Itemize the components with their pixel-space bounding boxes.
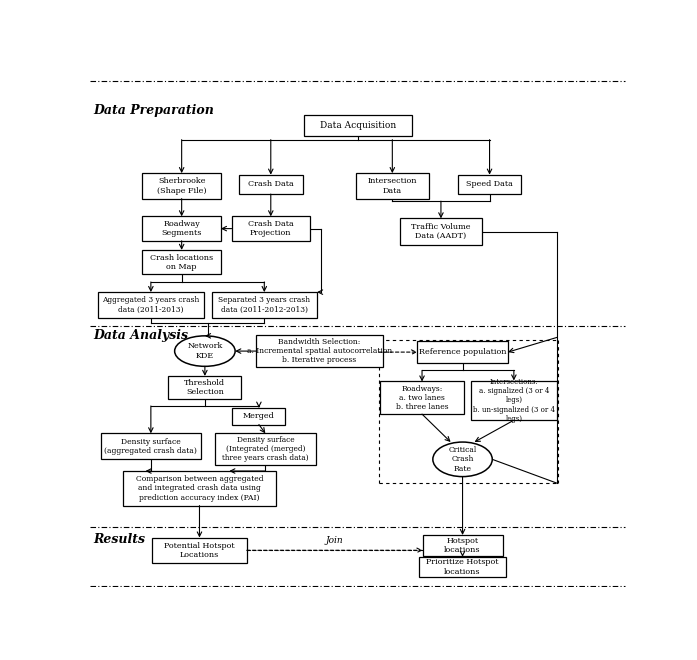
FancyBboxPatch shape bbox=[123, 471, 277, 506]
FancyBboxPatch shape bbox=[418, 341, 508, 363]
FancyBboxPatch shape bbox=[98, 292, 204, 317]
Text: Sherbrooke
(Shape File): Sherbrooke (Shape File) bbox=[157, 178, 206, 195]
FancyBboxPatch shape bbox=[470, 381, 557, 420]
FancyBboxPatch shape bbox=[101, 434, 201, 459]
FancyBboxPatch shape bbox=[356, 173, 429, 199]
Text: Join: Join bbox=[326, 536, 344, 545]
FancyBboxPatch shape bbox=[232, 408, 285, 424]
Text: Separated 3 years crash
data (2011-2012-2013): Separated 3 years crash data (2011-2012-… bbox=[218, 296, 310, 314]
Text: Data Preparation: Data Preparation bbox=[93, 104, 215, 117]
FancyBboxPatch shape bbox=[239, 175, 302, 194]
Text: Data Acquisition: Data Acquisition bbox=[320, 121, 397, 130]
Text: Critical
Crash
Rate: Critical Crash Rate bbox=[448, 446, 477, 473]
FancyBboxPatch shape bbox=[420, 557, 506, 578]
FancyBboxPatch shape bbox=[231, 216, 310, 241]
FancyBboxPatch shape bbox=[142, 173, 221, 199]
FancyBboxPatch shape bbox=[458, 175, 521, 194]
Text: Intersection
Data: Intersection Data bbox=[367, 178, 417, 195]
Text: Traffic Volume
Data (AADT): Traffic Volume Data (AADT) bbox=[411, 223, 470, 240]
FancyBboxPatch shape bbox=[142, 250, 221, 275]
Text: Comparison between aggregated
and integrated crash data using
prediction accurac: Comparison between aggregated and integr… bbox=[136, 475, 263, 502]
FancyBboxPatch shape bbox=[152, 538, 247, 563]
FancyBboxPatch shape bbox=[305, 115, 413, 135]
Text: Density surface
(Integrated (merged)
three years crash data): Density surface (Integrated (merged) thr… bbox=[222, 436, 309, 463]
Text: Roadway
Segments: Roadway Segments bbox=[162, 220, 202, 237]
FancyBboxPatch shape bbox=[422, 535, 503, 556]
Text: Bandwidth Selection:
a. Incremental spatial autocorrelation
b. Iterative process: Bandwidth Selection: a. Incremental spat… bbox=[247, 338, 392, 364]
Text: Aggregated 3 years crash
data (2011-2013): Aggregated 3 years crash data (2011-2013… bbox=[102, 296, 199, 314]
Ellipse shape bbox=[175, 336, 235, 366]
Text: Crash locations
on Map: Crash locations on Map bbox=[150, 253, 213, 271]
Text: Data Analysis: Data Analysis bbox=[93, 329, 189, 343]
Ellipse shape bbox=[433, 442, 492, 477]
Text: Density surface
(aggregated crash data): Density surface (aggregated crash data) bbox=[105, 438, 197, 455]
FancyBboxPatch shape bbox=[380, 381, 464, 414]
Text: Hotspot
locations: Hotspot locations bbox=[444, 537, 481, 554]
Text: Intersections:
a. signalized (3 or 4
legs)
b. un-signalized (3 or 4
legs): Intersections: a. signalized (3 or 4 leg… bbox=[473, 378, 555, 423]
Text: Reference population: Reference population bbox=[419, 348, 506, 356]
Text: Prioritize Hotspot
locations: Prioritize Hotspot locations bbox=[427, 558, 499, 576]
Text: Speed Data: Speed Data bbox=[466, 180, 513, 188]
Text: Crash Data
Projection: Crash Data Projection bbox=[248, 220, 293, 237]
Text: Roadways:
a. two lanes
b. three lanes: Roadways: a. two lanes b. three lanes bbox=[396, 385, 448, 411]
Text: Threshold
Selection: Threshold Selection bbox=[185, 379, 225, 396]
Text: Merged: Merged bbox=[243, 412, 275, 420]
FancyBboxPatch shape bbox=[169, 376, 241, 399]
Text: Results: Results bbox=[93, 533, 146, 546]
FancyBboxPatch shape bbox=[142, 216, 221, 241]
FancyBboxPatch shape bbox=[256, 335, 383, 367]
FancyBboxPatch shape bbox=[400, 218, 482, 245]
FancyBboxPatch shape bbox=[212, 292, 317, 317]
Text: Crash Data: Crash Data bbox=[248, 180, 293, 188]
Text: Potential Hotspot
Locations: Potential Hotspot Locations bbox=[164, 542, 235, 559]
Text: Network
KDE: Network KDE bbox=[187, 343, 222, 360]
FancyBboxPatch shape bbox=[215, 433, 316, 465]
